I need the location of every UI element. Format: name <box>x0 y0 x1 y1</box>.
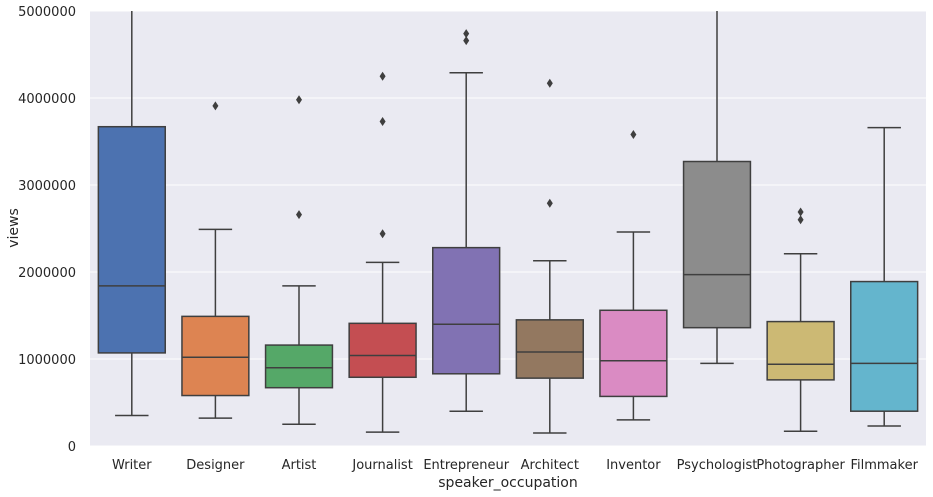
box-iqr <box>348 322 417 379</box>
y-tick-labels: 0 1000000 2000000 3000000 4000000 5000000 <box>18 5 76 455</box>
y-tick-label: 5000000 <box>18 5 76 20</box>
x-tick-label: Architect <box>521 458 579 473</box>
outlier-point <box>379 71 386 81</box>
outlier-point <box>463 36 470 46</box>
x-tick-label: Psychologist <box>677 458 758 473</box>
x-tick-label: Journalist <box>351 458 412 473</box>
y-tick-label: 0 <box>68 440 76 455</box>
outlier-point <box>379 229 386 239</box>
box-iqr <box>850 280 919 412</box>
box-iqr <box>181 315 250 397</box>
y-tick-label: 3000000 <box>18 179 76 194</box>
box-photographer <box>766 207 835 432</box>
box-iqr <box>97 125 166 354</box>
x-tick-label: Photographer <box>756 458 845 473</box>
outlier-point <box>379 116 386 126</box>
box-iqr <box>766 320 835 381</box>
outlier-point <box>296 210 302 220</box>
y-axis-label: views <box>6 208 22 248</box>
outlier-point <box>797 207 804 217</box>
box-iqr <box>432 246 501 375</box>
x-tick-label: Inventor <box>606 458 661 473</box>
box-designer <box>181 101 250 419</box>
outlier-point <box>797 215 804 225</box>
outlier-point <box>212 101 219 111</box>
box-architect <box>515 78 584 434</box>
box-entrepreneur <box>432 29 501 412</box>
x-tick-label: Entrepreneur <box>423 458 509 473</box>
box-writer <box>97 11 166 417</box>
box-filmmaker <box>850 126 919 427</box>
outlier-point <box>546 78 553 88</box>
outlier-point <box>463 29 470 39</box>
y-tick-label: 1000000 <box>18 353 76 368</box>
outlier-point <box>630 130 637 140</box>
x-tick-label: Artist <box>282 458 317 473</box>
boxes-group <box>97 11 919 434</box>
box-psychologist <box>682 11 752 365</box>
box-artist <box>264 95 334 425</box>
outlier-point <box>546 198 553 208</box>
box-iqr <box>515 319 584 379</box>
x-tick-label: Designer <box>186 458 245 473</box>
y-tick-label: 4000000 <box>18 92 76 107</box>
outlier-point <box>296 95 302 105</box>
box-inventor <box>599 130 668 421</box>
x-tick-labels: Writer Designer Artist Journalist Entreprene… <box>112 458 919 473</box>
box-journalist <box>348 71 417 433</box>
box-iqr <box>682 160 752 329</box>
box-iqr <box>599 309 668 398</box>
x-tick-label: Writer <box>112 458 152 473</box>
x-axis-label: speaker_occupation <box>438 475 577 491</box>
y-tick-label: 2000000 <box>18 266 76 281</box>
box-iqr <box>264 344 334 389</box>
x-tick-label: Filmmaker <box>850 458 918 473</box>
